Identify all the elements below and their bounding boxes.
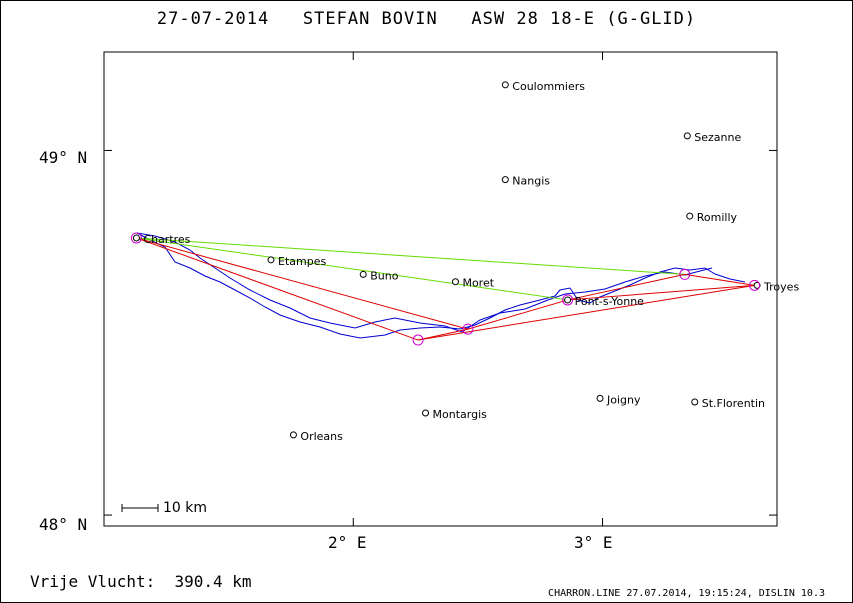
place-label: Coulommiers	[512, 80, 585, 93]
track-line	[136, 232, 713, 333]
flight-title: 27-07-2014 STEFAN BOVIN ASW 28 18-E (G-G…	[156, 9, 697, 29]
place-marker	[691, 398, 699, 406]
place-marker	[451, 278, 459, 286]
turnpoint-circle	[679, 268, 691, 280]
distance-summary: Vrije Vlucht: 390.4 km	[30, 572, 252, 591]
map-plot-frame	[103, 51, 778, 527]
task-leg	[684, 273, 755, 286]
closing-leg	[136, 237, 685, 275]
place-marker	[501, 176, 509, 184]
turnpoint-circle	[462, 323, 474, 335]
axis-labels: 49° N 48° N 2° E 3° E	[39, 148, 613, 552]
place-label: Montargis	[433, 408, 488, 421]
scale-label: 10 km	[163, 500, 208, 516]
task-leg	[136, 237, 469, 330]
task-legs	[136, 237, 755, 341]
turnpoint-circle	[749, 279, 761, 291]
lon-label-3: 3° E	[574, 533, 613, 552]
place-marker	[132, 234, 140, 242]
track-line	[136, 232, 746, 339]
task-leg	[567, 273, 685, 301]
turnpoint-circle	[562, 294, 574, 306]
place-marker	[422, 409, 430, 417]
place-label: Chartres	[143, 233, 190, 246]
flight-track	[136, 232, 746, 339]
place-marker	[596, 394, 604, 402]
scale-bar	[121, 504, 159, 512]
place-marker	[564, 296, 572, 304]
place-label: Troyes	[763, 280, 799, 293]
turnpoint-markers	[130, 232, 761, 346]
lat-label-49: 49° N	[39, 148, 87, 167]
place-marker	[501, 81, 509, 89]
lat-label-48: 48° N	[39, 515, 87, 534]
place-label: Orleans	[300, 430, 343, 443]
place-label: Sezanne	[694, 131, 741, 144]
place-label: Nangis	[512, 175, 550, 188]
place-label: Joigny	[606, 393, 641, 406]
turnpoint-circle	[130, 232, 142, 244]
place-marker	[359, 270, 367, 278]
turnpoint-circle	[412, 334, 424, 346]
task-leg	[467, 299, 568, 330]
place-label: Romilly	[697, 211, 738, 224]
place-marker	[289, 431, 297, 439]
place-marker	[267, 256, 275, 264]
place-marker	[683, 132, 691, 140]
task-leg	[136, 237, 419, 341]
place-marker	[686, 212, 694, 220]
lon-label-2: 2° E	[328, 533, 367, 552]
task-leg	[567, 284, 755, 301]
credits-line: CHARRON.LINE 27.07.2014, 19:15:24, DISLI…	[548, 588, 825, 599]
task-leg	[417, 284, 755, 341]
closing-leg	[136, 237, 568, 301]
axis-ticks	[104, 52, 777, 526]
place-label: Moret	[462, 277, 494, 290]
place-label: St.Florentin	[702, 397, 765, 410]
place-label: Buno	[370, 269, 398, 282]
place-label: Etampes	[278, 255, 326, 268]
place-markers: Coulommiers Sezanne Nangis Romilly Chartres E…	[132, 80, 799, 443]
place-label: Pont-s-Yonne	[575, 295, 645, 308]
